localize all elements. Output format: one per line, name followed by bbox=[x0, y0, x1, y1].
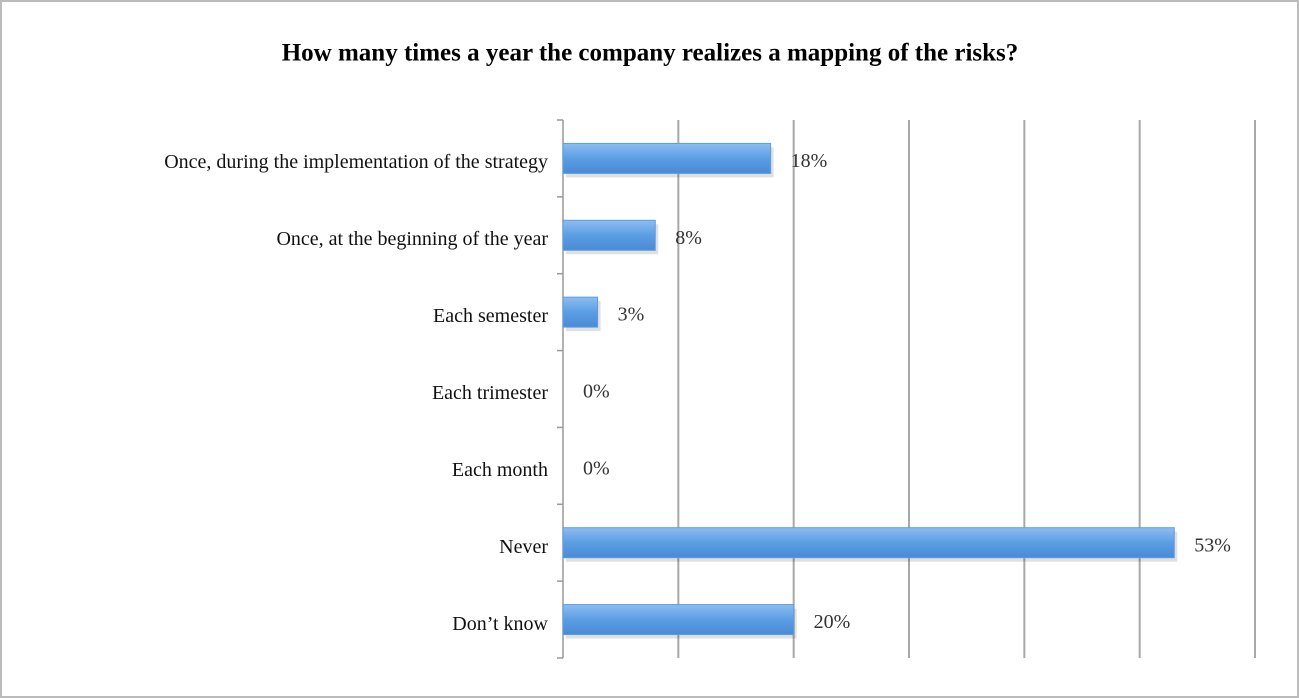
value-label: 20% bbox=[814, 611, 851, 633]
value-label: 0% bbox=[583, 457, 610, 479]
value-label: 3% bbox=[618, 304, 645, 326]
bar bbox=[562, 142, 772, 174]
bar bbox=[562, 296, 599, 328]
category-label: Once, at the beginning of the year bbox=[276, 228, 548, 251]
value-label: 8% bbox=[675, 227, 702, 249]
bar bbox=[562, 604, 795, 636]
value-label: 18% bbox=[791, 150, 828, 172]
category-label: Don’t know bbox=[452, 612, 548, 635]
bar bbox=[562, 527, 1175, 559]
category-label: Once, during the implementation of the s… bbox=[164, 151, 548, 174]
bar bbox=[562, 219, 656, 251]
category-label: Each trimester bbox=[431, 382, 548, 404]
chart-title: How many times a year the company realiz… bbox=[282, 40, 1019, 67]
category-label: Never bbox=[499, 535, 548, 558]
value-label: 53% bbox=[1194, 534, 1231, 556]
category-label: Each month bbox=[451, 458, 548, 481]
value-label: 0% bbox=[583, 381, 610, 403]
category-label: Each semester bbox=[433, 305, 548, 328]
